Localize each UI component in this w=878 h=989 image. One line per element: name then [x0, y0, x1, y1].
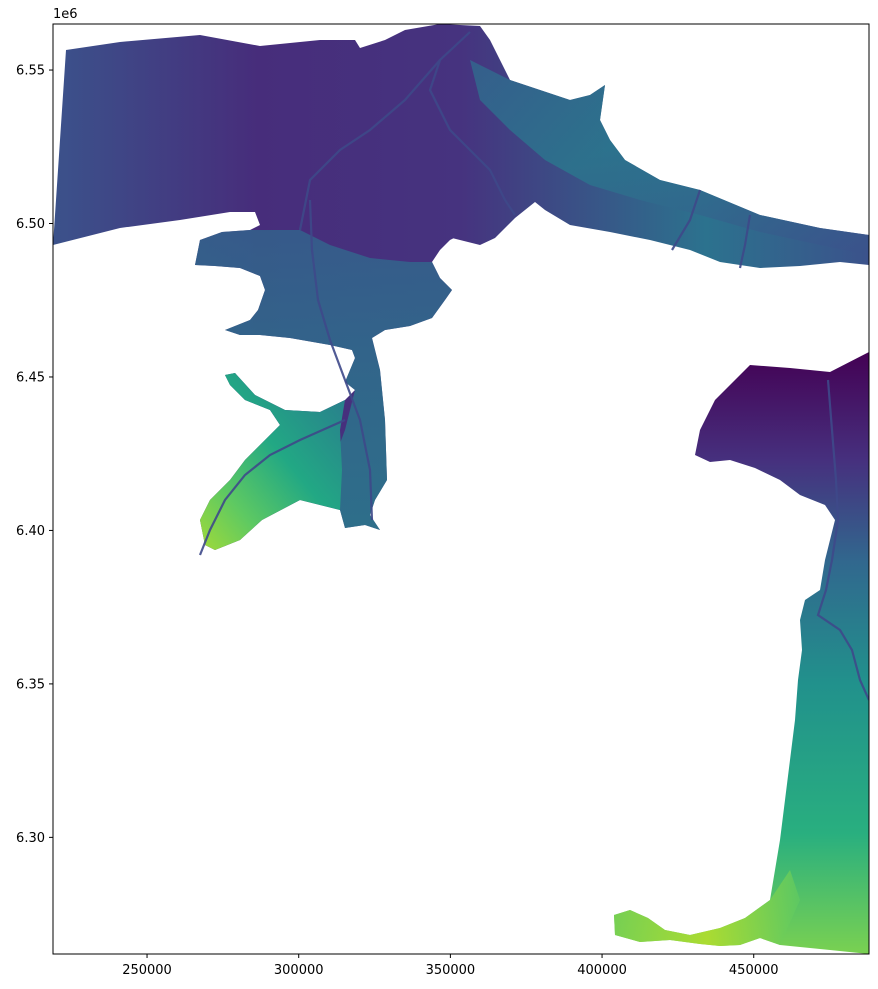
river-main: [428, 31, 516, 216]
river-central: [308, 199, 374, 521]
y-offset-label: 1e6: [53, 7, 78, 22]
northeast-coast: [470, 60, 869, 255]
y-tick-label: 6.45: [16, 370, 45, 385]
x-tick-label: 250000: [122, 963, 172, 978]
river-sw: [198, 418, 346, 556]
northern-region: [53, 24, 869, 550]
southwest-region: [200, 373, 345, 550]
y-tick-label: 6.55: [16, 64, 45, 79]
river-west: [298, 59, 441, 231]
axes-frame: [52, 23, 870, 955]
eastern-region: [614, 352, 869, 954]
river-ne: [671, 189, 702, 251]
river-channels: [198, 31, 869, 701]
y-axis: 6.30 6.35 6.40 6.45 6.50 6.55: [16, 64, 53, 846]
southern-tip: [614, 870, 800, 946]
river-ne2: [738, 214, 752, 269]
x-tick-label: 300000: [274, 963, 324, 978]
x-axis: 250000 300000 350000 400000 450000: [122, 954, 779, 978]
x-tick-label: 400000: [577, 963, 627, 978]
central-region: [195, 230, 452, 530]
x-tick-label: 450000: [729, 963, 779, 978]
y-tick-label: 6.40: [16, 524, 45, 539]
y-tick-label: 6.50: [16, 217, 45, 232]
y-tick-label: 6.35: [16, 677, 45, 692]
y-tick-label: 6.30: [16, 831, 45, 846]
river-east: [816, 379, 869, 701]
elevation-raster: [53, 24, 869, 954]
x-tick-label: 350000: [426, 963, 476, 978]
